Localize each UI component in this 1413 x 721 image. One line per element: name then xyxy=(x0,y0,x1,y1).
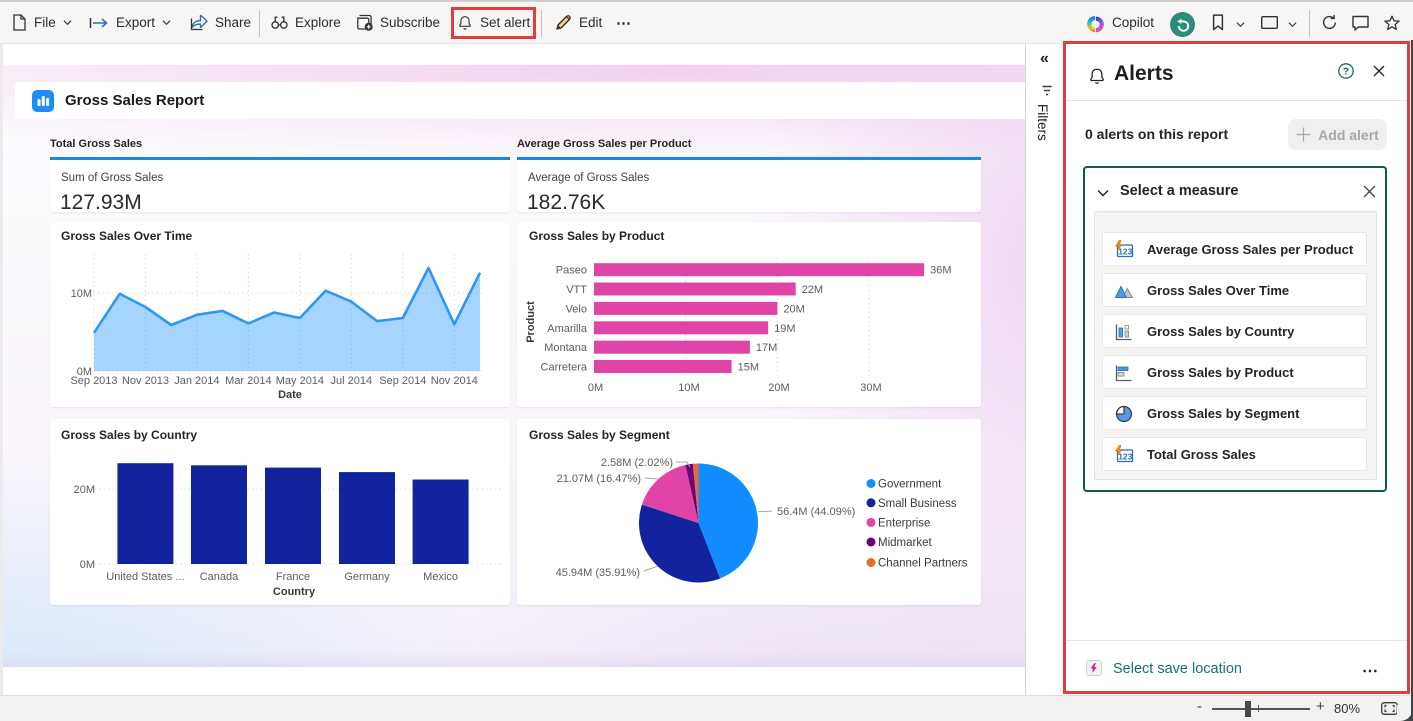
svg-text:0M: 0M xyxy=(588,382,603,394)
svg-text:20M: 20M xyxy=(783,303,804,315)
svg-text:21.07M (16.47%): 21.07M (16.47%) xyxy=(557,473,641,485)
svg-text:United States ...: United States ... xyxy=(106,571,184,583)
svg-text:56.4M (44.09%): 56.4M (44.09%) xyxy=(777,506,855,518)
svg-text:Midmarket: Midmarket xyxy=(878,537,932,549)
svg-text:45.94M (35.91%): 45.94M (35.91%) xyxy=(556,567,640,579)
svg-text:Sep 2013: Sep 2013 xyxy=(70,375,117,387)
svg-text:Country: Country xyxy=(273,586,316,598)
svg-text:10M: 10M xyxy=(678,382,699,394)
svg-text:Amarilla: Amarilla xyxy=(547,323,588,335)
svg-text:Jan 2014: Jan 2014 xyxy=(174,375,219,387)
svg-text:?: ? xyxy=(1343,66,1349,78)
svg-text:Carretera: Carretera xyxy=(541,362,588,374)
svg-text:VTT: VTT xyxy=(566,284,587,296)
svg-text:Mexico: Mexico xyxy=(423,571,458,583)
svg-text:Enterprise: Enterprise xyxy=(878,517,930,529)
svg-text:Government: Government xyxy=(878,479,942,491)
svg-text:20M: 20M xyxy=(74,484,95,496)
svg-text:Montana: Montana xyxy=(544,342,588,354)
svg-text:2.58M (2.02%): 2.58M (2.02%) xyxy=(601,457,673,469)
svg-text:0M: 0M xyxy=(77,366,92,378)
svg-text:Mar 2014: Mar 2014 xyxy=(225,375,271,387)
svg-text:Canada: Canada xyxy=(200,571,239,583)
svg-text:36M: 36M xyxy=(930,265,951,277)
svg-text:Jul 2014: Jul 2014 xyxy=(331,375,373,387)
svg-text:19M: 19M xyxy=(774,323,795,335)
svg-text:Germany: Germany xyxy=(344,571,390,583)
svg-text:Paseo: Paseo xyxy=(556,265,587,277)
svg-text:10M: 10M xyxy=(71,288,92,300)
svg-text:Product: Product xyxy=(525,301,537,343)
svg-text:123: 123 xyxy=(1118,452,1132,462)
svg-text:0M: 0M xyxy=(80,559,95,571)
svg-text:May 2014: May 2014 xyxy=(276,375,324,387)
svg-text:Date: Date xyxy=(278,389,302,401)
svg-text:22M: 22M xyxy=(802,284,823,296)
svg-text:Nov 2013: Nov 2013 xyxy=(122,375,169,387)
svg-text:France: France xyxy=(276,571,310,583)
svg-text:Velo: Velo xyxy=(566,303,587,315)
svg-text:123: 123 xyxy=(1118,247,1132,257)
svg-text:30M: 30M xyxy=(860,382,881,394)
svg-text:Channel Partners: Channel Partners xyxy=(878,558,968,570)
svg-text:Sep 2014: Sep 2014 xyxy=(379,375,426,387)
svg-text:15M: 15M xyxy=(738,362,759,374)
svg-text:20M: 20M xyxy=(768,382,789,394)
svg-text:17M: 17M xyxy=(756,342,777,354)
svg-text:Nov 2014: Nov 2014 xyxy=(431,375,478,387)
svg-text:Small Business: Small Business xyxy=(878,498,957,510)
